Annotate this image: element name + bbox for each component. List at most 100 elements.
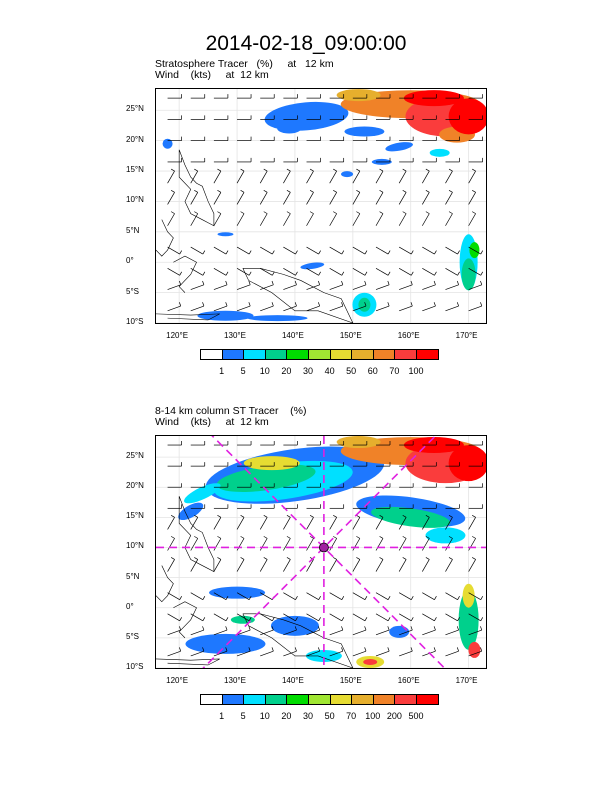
wind-barb: [329, 136, 345, 142]
wind-barb: [375, 190, 384, 205]
wind-barb: [399, 94, 414, 99]
wind-barb: [352, 190, 361, 205]
colorbar-swatch: [286, 694, 309, 705]
colorbar-label: 5: [240, 366, 246, 376]
tracer-contour-patch: [344, 126, 385, 137]
wind-barb: [422, 136, 437, 142]
wind-barb: [375, 626, 390, 636]
wind-barb: [236, 168, 245, 184]
wind-barb: [329, 647, 344, 657]
tracer-contour-patch: [217, 232, 234, 237]
wind-barb: [329, 557, 337, 572]
wind-barb: [213, 557, 222, 572]
wind-barb: [190, 441, 206, 446]
wind-barb: [376, 462, 391, 467]
wind-barb: [306, 94, 321, 99]
tracer-contour-patch: [341, 171, 354, 178]
wind-barb: [352, 514, 361, 530]
wind-barb: [190, 647, 205, 657]
lon-tick-label: 150°E: [339, 676, 362, 685]
wind-barb: [306, 280, 321, 290]
coastline: [242, 613, 354, 668]
wind-barb: [398, 613, 414, 622]
wind-barb: [329, 302, 344, 312]
lat-tick-label: 15°N: [126, 511, 144, 521]
wind-barb: [398, 536, 407, 551]
lon-tick-label: 130°E: [224, 676, 246, 685]
tracer-contour-patch: [277, 123, 302, 134]
colorbar-swatch: [394, 694, 417, 705]
wind-barb: [236, 557, 245, 572]
wind-barb: [398, 190, 407, 205]
wind-barb: [352, 157, 368, 163]
wind-barb: [329, 211, 337, 226]
wind-barb: [422, 157, 437, 163]
colorbar-swatch: [308, 694, 331, 705]
wind-barb: [399, 302, 413, 312]
wind-barb: [260, 136, 275, 142]
wind-barb: [306, 462, 321, 467]
wind-barb: [468, 168, 476, 184]
wind-barb: [236, 302, 251, 312]
wind-barb: [167, 280, 182, 290]
colorbar-swatch: [264, 349, 288, 360]
wind-barb: [375, 267, 391, 276]
wind-barb: [422, 626, 436, 636]
tracer-field-svg: [156, 436, 486, 668]
wind-barb: [306, 592, 321, 600]
wind-barb: [329, 462, 345, 467]
colorbar-swatch: [416, 694, 439, 705]
wind-barb: [213, 157, 229, 163]
wind-barb: [398, 246, 414, 255]
wind-barb: [190, 592, 206, 600]
colorbar-swatch: [329, 694, 353, 705]
wind-barb: [236, 211, 245, 226]
wind-barb: [283, 280, 297, 290]
wind-barb: [306, 504, 321, 509]
colorbar-swatch: [286, 349, 309, 360]
wind-barb: [260, 483, 275, 488]
wind-barb: [352, 267, 368, 276]
wind-barb: [283, 302, 297, 312]
coastline: [173, 255, 197, 293]
colorbar-swatch: [264, 694, 288, 705]
wind-barb: [260, 94, 275, 99]
wind-barb: [213, 483, 229, 488]
wind-barb: [329, 115, 345, 120]
wind-barb: [167, 483, 182, 488]
wind-barb: [259, 211, 268, 226]
wind-barb: [260, 267, 275, 276]
coastline: [156, 565, 174, 603]
wind-barb: [283, 483, 298, 488]
wind-barb: [259, 536, 268, 551]
tracer-contour-patch: [162, 138, 173, 149]
wind-barb: [422, 462, 437, 467]
wind-barb: [237, 483, 252, 488]
wind-barb: [375, 613, 391, 622]
wind-barb: [167, 626, 182, 636]
wind-barb: [283, 211, 291, 226]
wind-barb: [306, 136, 321, 142]
wind-barb: [445, 462, 460, 467]
wind-barb: [445, 592, 460, 600]
wind-barb: [352, 115, 368, 120]
wind-barb: [399, 483, 414, 488]
wind-barb: [237, 94, 252, 99]
tracer-contour-patch: [425, 527, 466, 544]
wind-barb: [237, 136, 252, 142]
colorbar-label: 1: [219, 711, 225, 721]
wind-barb: [190, 504, 206, 509]
tracer-contour-patch: [448, 98, 486, 135]
wind-barb: [422, 441, 437, 446]
wind-barb: [213, 536, 222, 551]
wind-barb: [468, 462, 483, 467]
coastline: [156, 313, 220, 321]
wind-barb: [422, 592, 437, 600]
wind-barb: [468, 514, 476, 530]
wind-barb: [329, 441, 345, 446]
wind-barb: [167, 136, 182, 142]
wind-barb: [329, 536, 337, 551]
wind-barb: [167, 441, 182, 446]
wind-barb: [398, 592, 414, 600]
wind-barb: [306, 441, 321, 446]
